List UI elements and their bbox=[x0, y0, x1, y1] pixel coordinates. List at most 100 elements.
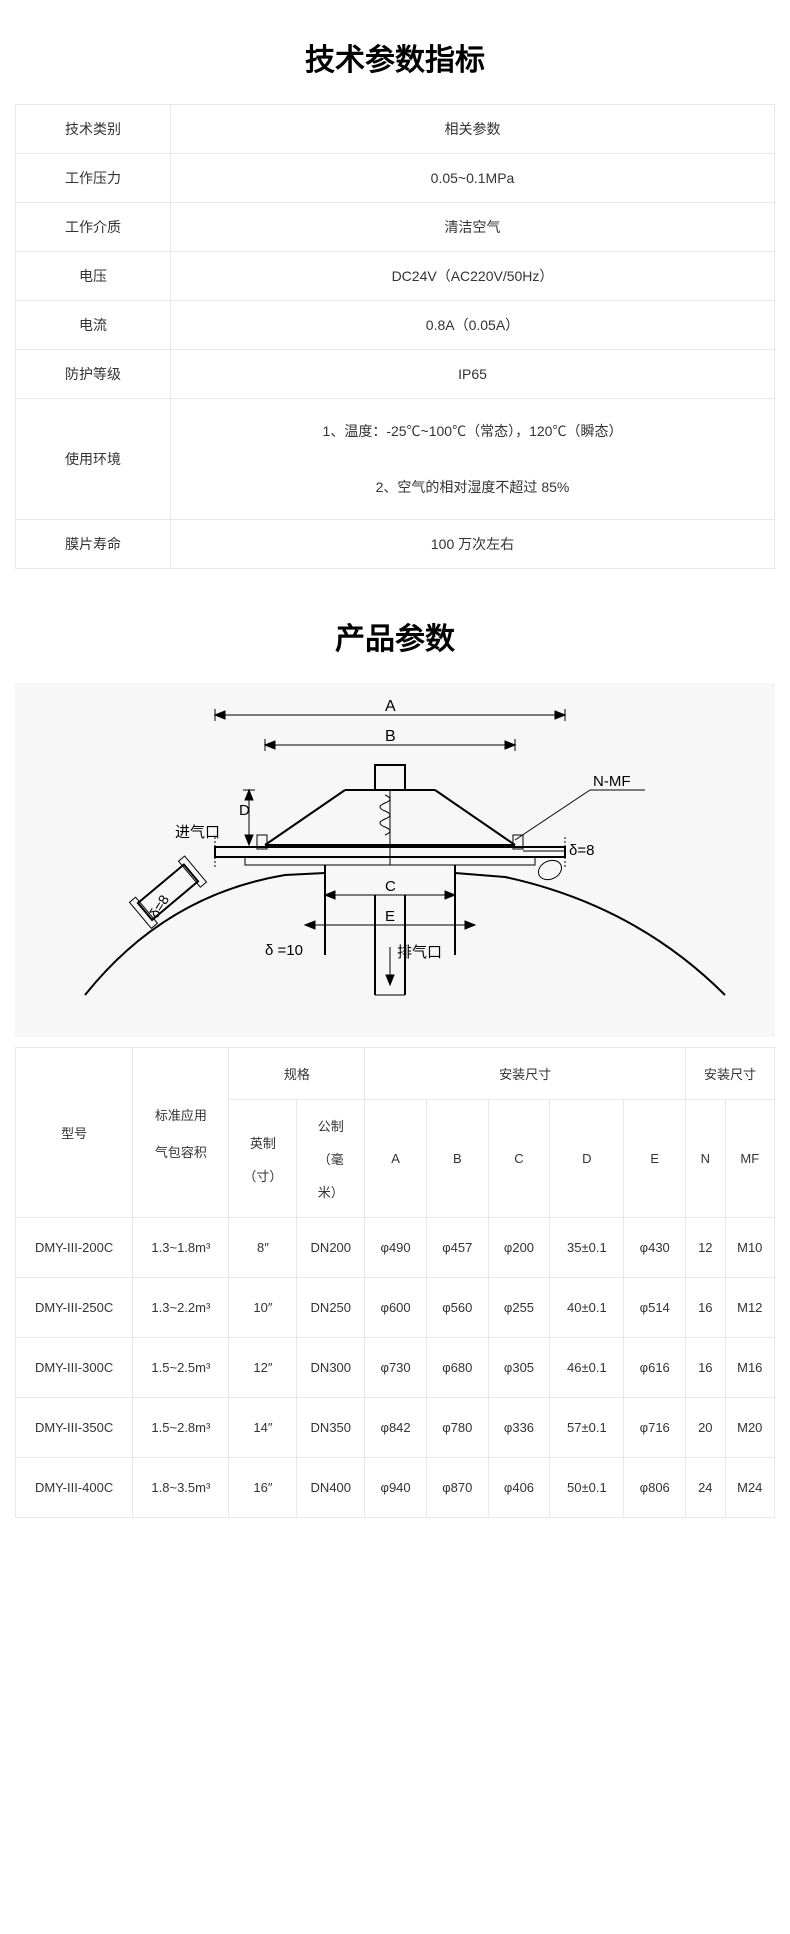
param-cell-a: φ940 bbox=[365, 1458, 427, 1518]
param-cell-model: DMY-III-300C bbox=[16, 1338, 133, 1398]
param-cell-d: 35±0.1 bbox=[550, 1218, 624, 1278]
param-cell-met: DN350 bbox=[297, 1398, 365, 1458]
param-cell-n: 16 bbox=[686, 1278, 725, 1338]
param-cell-model: DMY-III-350C bbox=[16, 1398, 133, 1458]
spec-value: IP65 bbox=[171, 350, 775, 399]
spec-value: DC24V（AC220V/50Hz） bbox=[171, 252, 775, 301]
param-cell-imp: 14″ bbox=[229, 1398, 297, 1458]
spec-label: 工作压力 bbox=[16, 154, 171, 203]
spec-label: 防护等级 bbox=[16, 350, 171, 399]
param-cell-c: φ305 bbox=[488, 1338, 550, 1398]
param-cell-c: φ406 bbox=[488, 1458, 550, 1518]
hdr-imp-l2: （寸） bbox=[233, 1166, 292, 1185]
param-cell-mf: M12 bbox=[725, 1278, 774, 1338]
param-row: DMY-III-250C1.3~2.2m³10″DN250φ600φ560φ25… bbox=[16, 1278, 775, 1338]
env-line-2: 2、空气的相对湿度不超过 85% bbox=[179, 469, 766, 505]
param-cell-imp: 8″ bbox=[229, 1218, 297, 1278]
param-cell-e: φ430 bbox=[624, 1218, 686, 1278]
dim-b-label: B bbox=[385, 728, 396, 745]
param-cell-e: φ616 bbox=[624, 1338, 686, 1398]
spec-row: 电压 DC24V（AC220V/50Hz） bbox=[16, 252, 775, 301]
hdr-volume: 标准应用 气包容积 bbox=[133, 1048, 229, 1218]
param-table: 型号 标准应用 气包容积 规格 安装尺寸 安装尺寸 英制 （寸） 公制 （毫 米… bbox=[15, 1047, 775, 1518]
param-cell-n: 12 bbox=[686, 1218, 725, 1278]
hdr-b: B bbox=[426, 1100, 488, 1218]
hdr-vol-l2: 气包容积 bbox=[137, 1142, 224, 1161]
param-cell-a: φ842 bbox=[365, 1398, 427, 1458]
nmf-label: N-MF bbox=[593, 773, 631, 790]
param-row: DMY-III-400C1.8~3.5m³16″DN400φ940φ870φ40… bbox=[16, 1458, 775, 1518]
param-cell-mf: M16 bbox=[725, 1338, 774, 1398]
hdr-spec: 规格 bbox=[229, 1048, 365, 1100]
hdr-imp-l1: 英制 bbox=[233, 1133, 292, 1152]
spec-value-env: 1、温度：-25℃~100℃（常态），120℃（瞬态） 2、空气的相对湿度不超过… bbox=[171, 399, 775, 520]
product-diagram: A B bbox=[15, 683, 775, 1037]
tech-title: 技术参数指标 bbox=[0, 0, 790, 104]
hdr-install2: 安装尺寸 bbox=[686, 1048, 775, 1100]
param-cell-imp: 16″ bbox=[229, 1458, 297, 1518]
spec-header-param: 相关参数 bbox=[171, 105, 775, 154]
param-cell-mf: M10 bbox=[725, 1218, 774, 1278]
param-cell-met: DN200 bbox=[297, 1218, 365, 1278]
param-cell-mf: M24 bbox=[725, 1458, 774, 1518]
dim-d-label: D bbox=[239, 802, 250, 819]
param-cell-c: φ200 bbox=[488, 1218, 550, 1278]
param-cell-e: φ716 bbox=[624, 1398, 686, 1458]
hdr-vol-l1: 标准应用 bbox=[137, 1105, 224, 1124]
spec-value: 0.8A（0.05A） bbox=[171, 301, 775, 350]
dim-c-label: C bbox=[385, 878, 396, 895]
param-cell-vol: 1.3~1.8m³ bbox=[133, 1218, 229, 1278]
spec-label: 工作介质 bbox=[16, 203, 171, 252]
spec-label: 电流 bbox=[16, 301, 171, 350]
param-cell-n: 16 bbox=[686, 1338, 725, 1398]
hdr-d: D bbox=[550, 1100, 624, 1218]
param-cell-b: φ680 bbox=[426, 1338, 488, 1398]
hdr-metric: 公制 （毫 米） bbox=[297, 1100, 365, 1218]
spec-header-row: 技术类别 相关参数 bbox=[16, 105, 775, 154]
param-cell-n: 20 bbox=[686, 1398, 725, 1458]
dim-e-label: E bbox=[385, 908, 395, 925]
param-cell-n: 24 bbox=[686, 1458, 725, 1518]
hdr-n: N bbox=[686, 1100, 725, 1218]
param-cell-a: φ730 bbox=[365, 1338, 427, 1398]
param-cell-c: φ255 bbox=[488, 1278, 550, 1338]
hdr-imperial: 英制 （寸） bbox=[229, 1100, 297, 1218]
hdr-met-l3: 米） bbox=[301, 1182, 360, 1201]
spec-value-life: 100 万次左右 bbox=[171, 520, 775, 569]
param-cell-mf: M20 bbox=[725, 1398, 774, 1458]
param-cell-imp: 12″ bbox=[229, 1338, 297, 1398]
param-row: DMY-III-300C1.5~2.5m³12″DN300φ730φ680φ30… bbox=[16, 1338, 775, 1398]
spec-value: 0.05~0.1MPa bbox=[171, 154, 775, 203]
hdr-mf: MF bbox=[725, 1100, 774, 1218]
param-cell-b: φ457 bbox=[426, 1218, 488, 1278]
param-cell-model: DMY-III-400C bbox=[16, 1458, 133, 1518]
spec-label-env: 使用环境 bbox=[16, 399, 171, 520]
param-cell-met: DN300 bbox=[297, 1338, 365, 1398]
spec-label-life: 膜片寿命 bbox=[16, 520, 171, 569]
param-cell-a: φ490 bbox=[365, 1218, 427, 1278]
param-cell-d: 50±0.1 bbox=[550, 1458, 624, 1518]
inlet-label: 进气口 bbox=[175, 824, 220, 841]
param-cell-imp: 10″ bbox=[229, 1278, 297, 1338]
spec-label: 电压 bbox=[16, 252, 171, 301]
param-cell-vol: 1.5~2.5m³ bbox=[133, 1338, 229, 1398]
param-cell-b: φ870 bbox=[426, 1458, 488, 1518]
hdr-e: E bbox=[624, 1100, 686, 1218]
param-cell-met: DN250 bbox=[297, 1278, 365, 1338]
spec-row: 电流 0.8A（0.05A） bbox=[16, 301, 775, 350]
param-cell-d: 57±0.1 bbox=[550, 1398, 624, 1458]
param-cell-c: φ336 bbox=[488, 1398, 550, 1458]
param-cell-b: φ560 bbox=[426, 1278, 488, 1338]
param-cell-met: DN400 bbox=[297, 1458, 365, 1518]
env-line-1: 1、温度：-25℃~100℃（常态），120℃（瞬态） bbox=[179, 413, 766, 449]
param-cell-e: φ806 bbox=[624, 1458, 686, 1518]
param-cell-d: 46±0.1 bbox=[550, 1338, 624, 1398]
delta8-label: δ=8 bbox=[569, 842, 594, 859]
spec-row: 工作介质 清洁空气 bbox=[16, 203, 775, 252]
hdr-met-l2: （毫 bbox=[301, 1149, 360, 1168]
hdr-model: 型号 bbox=[16, 1048, 133, 1218]
spec-row-env: 使用环境 1、温度：-25℃~100℃（常态），120℃（瞬态） 2、空气的相对… bbox=[16, 399, 775, 520]
param-cell-b: φ780 bbox=[426, 1398, 488, 1458]
spec-row: 工作压力 0.05~0.1MPa bbox=[16, 154, 775, 203]
param-cell-a: φ600 bbox=[365, 1278, 427, 1338]
